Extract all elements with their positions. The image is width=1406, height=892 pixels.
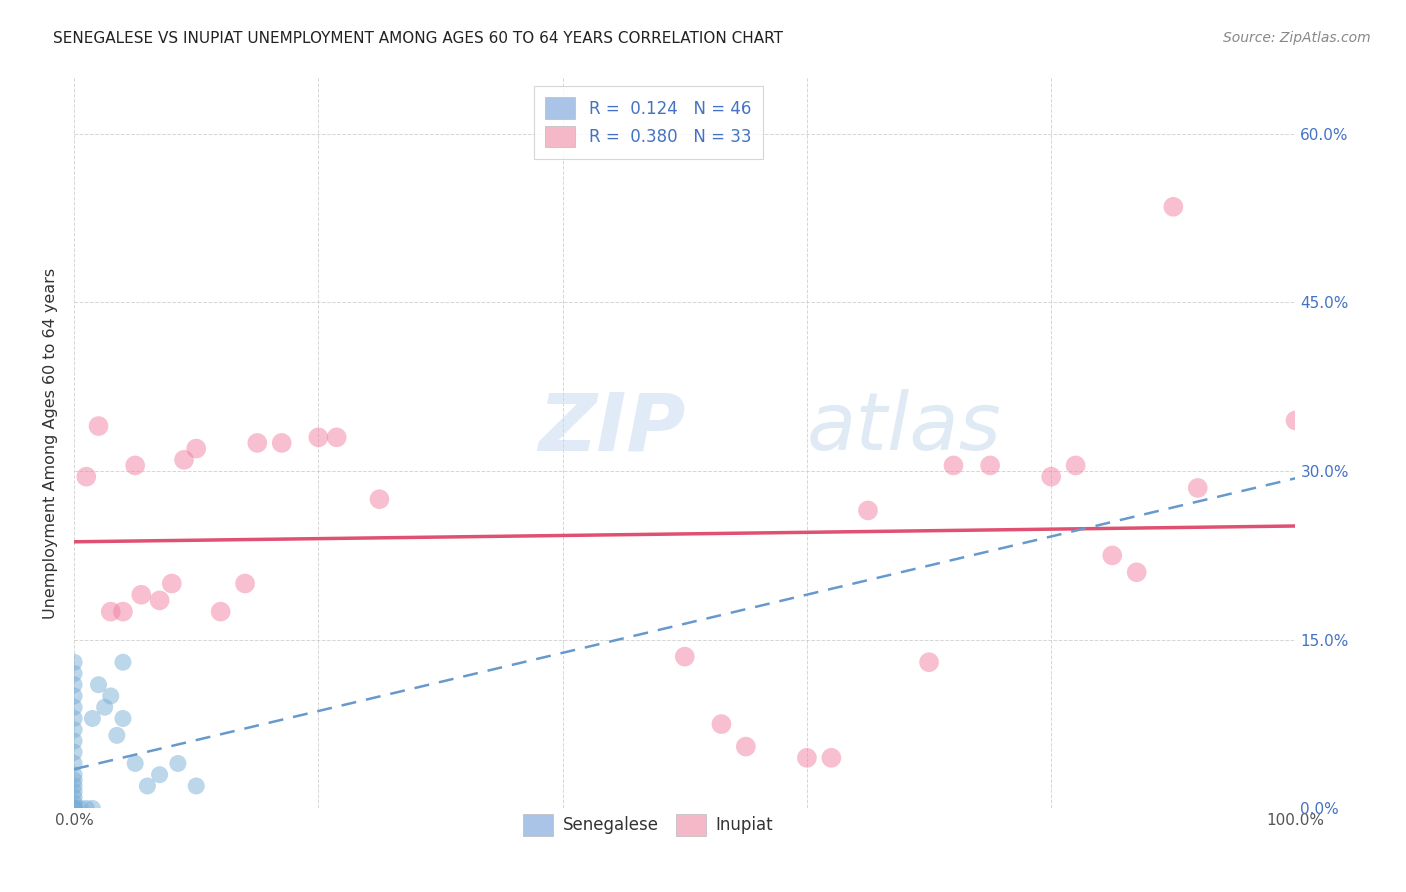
Point: [63, 801, 86, 815]
Point: [1125, 566, 1147, 580]
Point: [325, 430, 347, 444]
Point: [63, 801, 86, 815]
Point: [942, 458, 965, 473]
Text: SENEGALESE VS INUPIAT UNEMPLOYMENT AMONG AGES 60 TO 64 YEARS CORRELATION CHART: SENEGALESE VS INUPIAT UNEMPLOYMENT AMONG…: [53, 31, 783, 46]
Point: [270, 436, 292, 450]
Point: [1101, 549, 1123, 563]
Point: [63, 801, 86, 815]
Point: [1064, 458, 1087, 473]
Point: [209, 605, 232, 619]
Point: [918, 655, 941, 669]
Point: [69, 801, 91, 815]
Point: [124, 756, 146, 771]
Point: [63, 801, 86, 815]
Point: [820, 751, 842, 765]
Point: [734, 739, 756, 754]
Point: [63, 801, 86, 815]
Point: [63, 700, 86, 714]
Legend: Senegalese, Inupiat: Senegalese, Inupiat: [515, 805, 782, 844]
Point: [856, 503, 879, 517]
Point: [63, 756, 86, 771]
Point: [63, 655, 86, 669]
Point: [149, 768, 172, 782]
Point: [63, 689, 86, 703]
Point: [87, 419, 110, 434]
Point: [167, 756, 190, 771]
Point: [93, 700, 115, 714]
Point: [63, 666, 86, 681]
Point: [673, 649, 696, 664]
Point: [307, 430, 329, 444]
Point: [63, 768, 86, 782]
Point: [136, 779, 159, 793]
Point: [63, 723, 86, 737]
Y-axis label: Unemployment Among Ages 60 to 64 years: Unemployment Among Ages 60 to 64 years: [44, 268, 58, 618]
Point: [796, 751, 818, 765]
Point: [63, 734, 86, 748]
Point: [82, 711, 104, 725]
Point: [233, 576, 256, 591]
Point: [368, 492, 391, 507]
Point: [63, 801, 86, 815]
Point: [1187, 481, 1209, 495]
Point: [63, 801, 86, 815]
Point: [186, 442, 208, 456]
Point: [63, 801, 86, 815]
Point: [87, 678, 110, 692]
Point: [63, 801, 86, 815]
Point: [111, 655, 134, 669]
Point: [63, 801, 86, 815]
Point: [124, 458, 146, 473]
Point: [1040, 469, 1063, 483]
Text: atlas: atlas: [807, 389, 1001, 467]
Point: [111, 605, 134, 619]
Point: [111, 711, 134, 725]
Point: [63, 784, 86, 798]
Point: [100, 689, 122, 703]
Point: [979, 458, 1001, 473]
Point: [82, 801, 104, 815]
Point: [63, 801, 86, 815]
Point: [246, 436, 269, 450]
Point: [63, 801, 86, 815]
Point: [63, 773, 86, 788]
Point: [63, 779, 86, 793]
Point: [173, 452, 195, 467]
Point: [100, 605, 122, 619]
Point: [63, 801, 86, 815]
Point: [149, 593, 172, 607]
Point: [710, 717, 733, 731]
Point: [160, 576, 183, 591]
Point: [63, 745, 86, 759]
Point: [1284, 413, 1306, 427]
Point: [63, 801, 86, 815]
Point: [129, 588, 152, 602]
Text: Source: ZipAtlas.com: Source: ZipAtlas.com: [1223, 31, 1371, 45]
Point: [63, 801, 86, 815]
Point: [75, 469, 97, 483]
Point: [186, 779, 208, 793]
Point: [63, 796, 86, 810]
Point: [63, 711, 86, 725]
Text: ZIP: ZIP: [538, 389, 686, 467]
Point: [63, 790, 86, 805]
Point: [105, 728, 128, 742]
Point: [1163, 200, 1185, 214]
Point: [63, 678, 86, 692]
Point: [75, 801, 97, 815]
